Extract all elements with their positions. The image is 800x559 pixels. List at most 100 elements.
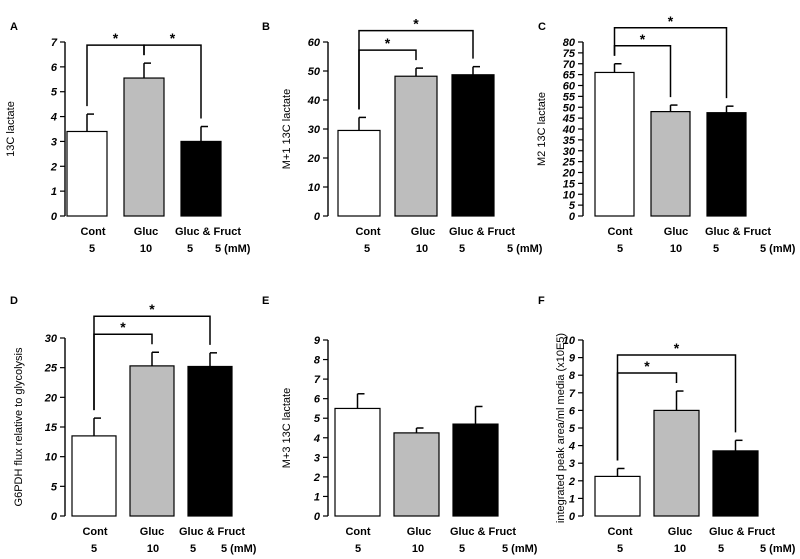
bar-gluc-fruct — [180, 140, 222, 217]
y-tick-label: 55 — [563, 91, 576, 103]
y-tick-label: 1 — [51, 186, 57, 198]
panel-label: E — [262, 295, 269, 307]
category-label: Cont — [345, 526, 370, 538]
concentration-label: 5 (mM) — [760, 243, 796, 255]
y-tick-label: 2 — [313, 472, 320, 484]
category-label: Gluc & Fruct — [705, 226, 771, 238]
concentration-label: 5 (mM) — [502, 543, 538, 555]
y-tick-label: 3 — [314, 452, 320, 464]
bar-gluc-fruct — [712, 450, 759, 517]
category-label: Gluc — [140, 526, 164, 538]
y-tick-label: 9 — [569, 353, 576, 365]
y-tick-label: 60 — [308, 37, 321, 49]
bar-gluc-fruct — [452, 423, 499, 517]
significance-star: * — [120, 319, 126, 335]
y-tick-label: 4 — [50, 112, 57, 124]
y-tick-label: 65 — [563, 70, 576, 82]
significance-bracket — [143, 44, 202, 119]
significance-bracket — [613, 27, 728, 99]
y-axis-label: 13C lactate — [5, 101, 17, 157]
significance-bracket — [616, 354, 737, 461]
y-tick-label: 6 — [314, 394, 321, 406]
y-tick-label: 3 — [51, 136, 57, 148]
concentration-label: 5 — [713, 243, 719, 255]
concentration-label: 10 — [140, 243, 152, 255]
significance-star: * — [170, 30, 176, 46]
concentration-label: 5 — [190, 543, 196, 555]
concentration-label: 5 — [187, 243, 193, 255]
concentration-label: 5 (mM) — [215, 243, 251, 255]
y-tick-label: 4 — [313, 433, 320, 445]
concentration-label: 5 (mM) — [507, 243, 543, 255]
y-tick-label: 0 — [569, 511, 576, 523]
panel-label: B — [262, 21, 270, 33]
y-tick-label: 20 — [307, 153, 321, 165]
y-tick-label: 3 — [569, 458, 575, 470]
concentration-label: 5 (mM) — [760, 543, 796, 555]
significance-star: * — [674, 340, 680, 356]
concentration-label: 5 — [617, 543, 623, 555]
bar-gluc — [393, 432, 440, 517]
y-tick-label: 1 — [314, 491, 320, 503]
y-tick-label: 8 — [314, 355, 321, 367]
concentration-label: 5 — [364, 243, 370, 255]
category-label: Gluc — [407, 526, 431, 538]
y-axis-label: M+1 13C lactate — [281, 89, 293, 169]
concentration-label: 5 — [91, 543, 97, 555]
y-tick-label: 0 — [51, 511, 58, 523]
bar-gluc — [123, 77, 165, 217]
y-tick-label: 4 — [568, 441, 575, 453]
concentration-label: 5 — [89, 243, 95, 255]
concentration-label: 10 — [416, 243, 428, 255]
y-tick-label: 0 — [314, 511, 321, 523]
y-tick-label: 0 — [569, 211, 576, 223]
bar-cont — [66, 130, 108, 217]
y-tick-label: 30 — [308, 124, 321, 136]
concentration-label: 10 — [147, 543, 159, 555]
y-tick-label: 30 — [563, 146, 576, 158]
y-tick-label: 60 — [563, 81, 576, 93]
y-tick-label: 35 — [563, 135, 576, 147]
bar-gluc — [653, 409, 700, 517]
y-tick-label: 5 — [569, 200, 576, 212]
category-label: Cont — [80, 226, 105, 238]
y-tick-label: 10 — [563, 189, 576, 201]
y-tick-label: 10 — [45, 452, 58, 464]
bar-gluc — [394, 75, 438, 217]
concentration-label: 10 — [670, 243, 682, 255]
significance-star: * — [640, 31, 646, 47]
y-tick-label: 0 — [51, 211, 58, 223]
y-tick-label: 40 — [307, 95, 321, 107]
y-tick-label: 9 — [314, 335, 321, 347]
y-axis-label: M2 13C lactate — [536, 92, 548, 166]
category-label: Gluc — [664, 226, 688, 238]
significance-star: * — [668, 13, 674, 29]
significance-star: * — [385, 35, 391, 51]
concentration-label: 5 — [355, 543, 361, 555]
category-label: Gluc — [668, 526, 692, 538]
bar-gluc-fruct — [187, 365, 233, 517]
concentration-label: 10 — [674, 543, 686, 555]
significance-star: * — [413, 16, 419, 32]
bar-cont — [594, 71, 635, 217]
panel-label: A — [10, 21, 18, 33]
concentration-label: 5 (mM) — [221, 543, 257, 555]
significance-star: * — [113, 30, 119, 46]
concentration-label: 5 — [617, 243, 623, 255]
y-tick-label: 40 — [562, 124, 576, 136]
y-tick-label: 6 — [51, 62, 58, 74]
y-tick-label: 10 — [308, 182, 321, 194]
bar-gluc-fruct — [706, 112, 747, 217]
y-tick-label: 50 — [563, 102, 576, 114]
y-tick-label: 5 — [51, 481, 58, 493]
panel-label: C — [538, 21, 546, 33]
panel-label: D — [10, 295, 18, 307]
bar-cont — [337, 129, 381, 217]
bar-cont — [71, 435, 117, 517]
y-tick-label: 1 — [569, 493, 575, 505]
y-tick-label: 15 — [563, 178, 576, 190]
concentration-label: 5 — [718, 543, 724, 555]
category-label: Gluc & Fruct — [175, 226, 241, 238]
y-tick-label: 20 — [44, 392, 58, 404]
category-label: Gluc — [134, 226, 158, 238]
